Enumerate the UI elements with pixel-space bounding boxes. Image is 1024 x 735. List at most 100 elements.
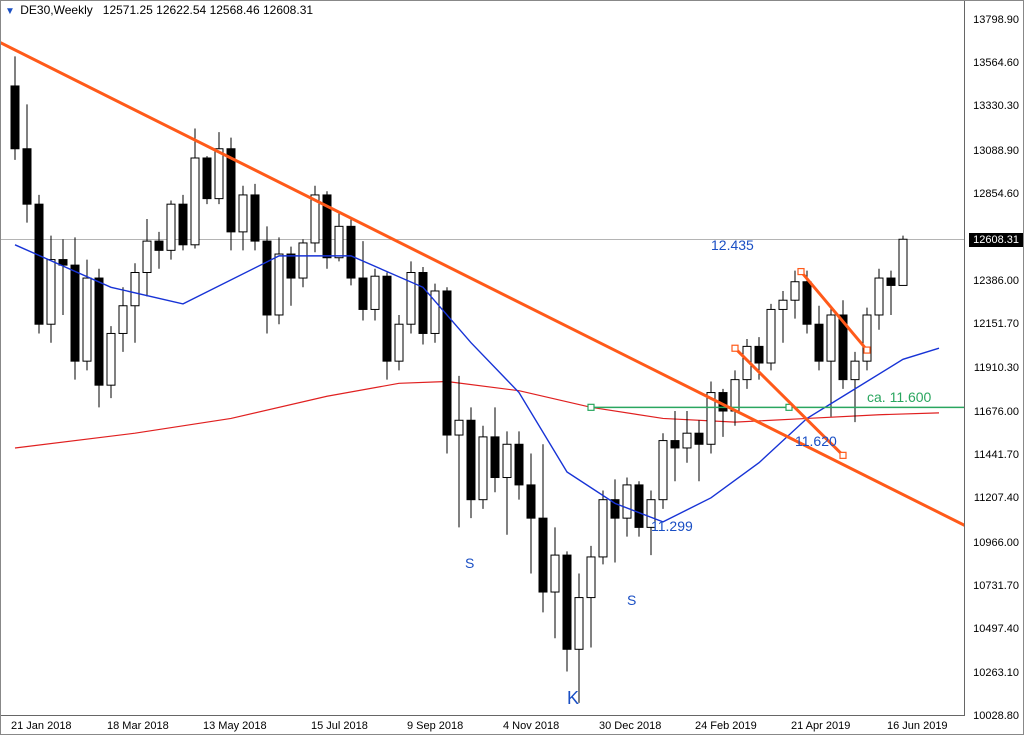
y-tick-label: 10966.00 [973, 537, 1019, 549]
candle-body [875, 278, 883, 315]
candle-body [35, 204, 43, 324]
dropdown-arrow-icon[interactable]: ▼ [5, 6, 15, 17]
ohlc-high: 12622.54 [156, 3, 206, 17]
candle-body [359, 278, 367, 309]
ohlc-low: 12568.46 [210, 3, 260, 17]
candle-body [587, 557, 595, 598]
candle-body [623, 485, 631, 518]
price-annotation: S [465, 555, 474, 571]
chart-timeframe: Weekly [54, 3, 93, 17]
candle-body [23, 149, 31, 204]
candle-body [203, 158, 211, 199]
ohlc-close: 12608.31 [263, 3, 313, 17]
chart-symbol: DE30 [20, 3, 50, 17]
x-tick-label: 16 Jun 2019 [887, 720, 948, 732]
candle-body [527, 485, 535, 518]
line-handle[interactable] [840, 452, 846, 458]
candle-body [335, 226, 343, 257]
y-tick-label: 11676.00 [974, 406, 1019, 418]
x-tick-label: 4 Nov 2018 [503, 720, 559, 732]
candle-body [287, 254, 295, 278]
candle-body [755, 346, 763, 363]
line-handle[interactable] [732, 345, 738, 351]
candle-body [803, 282, 811, 324]
candle-body [419, 273, 427, 334]
candle-body [227, 149, 235, 232]
x-axis: 21 Jan 2018 18 Mar 2018 13 May 2018 15 Jul … [1, 715, 965, 734]
plot-svg [1, 1, 965, 716]
line-handle[interactable] [864, 347, 870, 353]
candle-body [887, 278, 895, 285]
candle-body [107, 333, 115, 385]
price-annotation: K [567, 688, 579, 709]
plot-area[interactable]: 12.435ca. 11.60011.62011.299SSK [1, 1, 965, 716]
candle-body [659, 441, 667, 500]
price-annotation: 12.435 [711, 237, 754, 253]
y-tick-label: 13330.30 [973, 100, 1019, 112]
candle-body [167, 204, 175, 250]
y-axis: 13798.90 13564.60 13330.30 13088.90 12854.60… [964, 1, 1023, 734]
y-tick-label: 10497.40 [973, 623, 1019, 635]
candle-body [95, 278, 103, 385]
candle-body [491, 437, 499, 478]
y-tick-label: 11441.70 [974, 449, 1019, 461]
candle-body [551, 555, 559, 592]
candle-body [383, 276, 391, 361]
y-tick-label: 13564.60 [973, 57, 1019, 69]
x-tick-label: 21 Jan 2018 [11, 720, 72, 732]
line-handle[interactable] [588, 404, 594, 410]
x-tick-label: 21 Apr 2019 [791, 720, 850, 732]
y-tick-label: 10028.80 [973, 710, 1019, 722]
x-tick-label: 24 Feb 2019 [695, 720, 757, 732]
candle-body [11, 86, 19, 149]
x-tick-label: 18 Mar 2018 [107, 720, 169, 732]
candle-body [455, 420, 463, 435]
line-handle[interactable] [798, 269, 804, 275]
x-tick-label: 15 Jul 2018 [311, 720, 368, 732]
candle-body [815, 324, 823, 361]
y-tick-label: 10731.70 [973, 580, 1019, 592]
y-tick-label: 11910.30 [974, 362, 1019, 374]
y-tick-label: 12386.00 [973, 275, 1019, 287]
candle-body [119, 306, 127, 334]
y-tick-label: 11207.40 [974, 492, 1019, 504]
candle-body [515, 444, 523, 485]
candle-body [827, 315, 835, 361]
candle-body [215, 149, 223, 199]
candle-body [479, 437, 487, 500]
y-tick-label: 12854.60 [973, 188, 1019, 200]
candle-body [731, 380, 739, 411]
price-annotation: S [627, 592, 636, 608]
candle-body [395, 324, 403, 361]
candle-body [179, 204, 187, 245]
candle-body [767, 309, 775, 363]
candle-body [671, 441, 679, 448]
y-tick-label: 13798.90 [973, 14, 1019, 26]
ohlc-open: 12571.25 [103, 3, 153, 17]
candle-body [263, 241, 271, 315]
candle-body [695, 433, 703, 444]
candle-body [851, 361, 859, 379]
candle-body [251, 195, 259, 241]
x-tick-label: 9 Sep 2018 [407, 720, 463, 732]
candle-body [143, 241, 151, 272]
candle-body [635, 485, 643, 527]
y-tick-label: 13088.90 [973, 145, 1019, 157]
chart-header: ▼ DE30,Weekly 12571.25 12622.54 12568.46… [5, 3, 313, 17]
candle-body [563, 555, 571, 649]
y-tick-label: 12151.70 [973, 318, 1019, 330]
moving-average-blue [15, 245, 939, 522]
chart-container: ▼ DE30,Weekly 12571.25 12622.54 12568.46… [0, 0, 1024, 735]
candle-body [539, 518, 547, 592]
candle-body [47, 260, 55, 325]
candle-body [275, 254, 283, 315]
candle-body [899, 239, 907, 285]
candle-body [299, 243, 307, 278]
candle-body [575, 598, 583, 650]
candle-body [683, 433, 691, 448]
candle-body [83, 278, 91, 361]
price-annotation: ca. 11.600 [867, 389, 931, 405]
candle-body [611, 500, 619, 518]
candle-body [791, 282, 799, 300]
x-tick-label: 13 May 2018 [203, 720, 267, 732]
